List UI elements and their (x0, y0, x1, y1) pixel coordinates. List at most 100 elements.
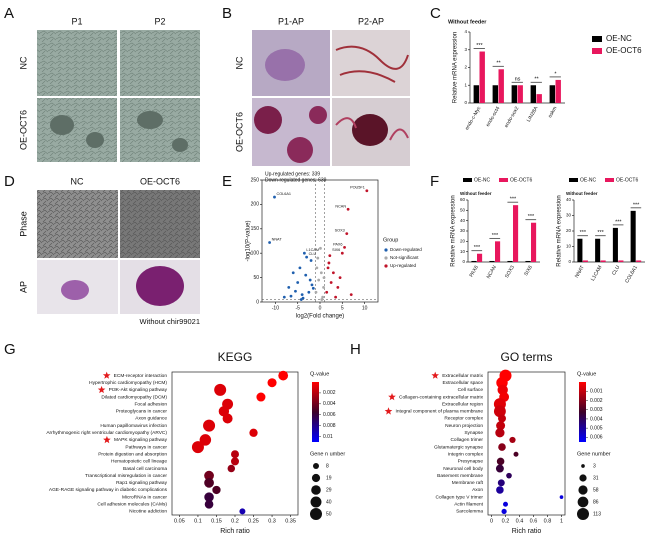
row-label: NC (18, 56, 28, 69)
x-tick-label: -5 (295, 305, 300, 311)
y-tick-label: 0 (256, 299, 259, 305)
point (319, 246, 322, 250)
color-tick-label: 0.003 (590, 407, 603, 413)
y-tick-label: AGE-RAGE signaling pathway in diabetic c… (49, 487, 168, 493)
bar (492, 85, 499, 103)
ap-stain (136, 266, 184, 306)
y-tick-label: Protein digestion and absorption (98, 451, 167, 457)
x-tick-label: 0.2 (502, 518, 510, 524)
plot-frame (487, 371, 566, 516)
highlight-star (103, 435, 111, 444)
legend-marker (384, 264, 388, 268)
column-label: P2 (154, 16, 165, 26)
legend-swatch (463, 178, 472, 182)
panel-letter: C (430, 5, 441, 22)
chart-title: KEGG (218, 350, 253, 364)
x-tick-label: SIX6 (523, 264, 534, 277)
dot (204, 477, 214, 488)
y-tick-label: Extracellular space (442, 380, 483, 386)
y-tick-label: Collagen trimer (450, 437, 483, 443)
point (315, 266, 319, 270)
y-tick-label: Axon guidance (135, 416, 167, 422)
point (322, 276, 326, 279)
dot (493, 405, 506, 418)
dot (199, 434, 212, 446)
point-label: NCAN (335, 204, 346, 208)
point (300, 293, 304, 297)
color-tick-label: 0.004 (590, 416, 603, 422)
micrograph (120, 190, 200, 258)
y-tick-label: Basement membrane (437, 473, 483, 479)
point-label: SOX3 (335, 229, 345, 233)
size-legend-title: Gene number (577, 451, 611, 457)
y-tick-label: MAPK signaling pathway (114, 437, 168, 443)
micrograph (37, 98, 117, 162)
dot (227, 464, 236, 473)
dot (212, 485, 221, 495)
y-axis-label: -log10(P-value) (246, 220, 252, 261)
panel-d-images (37, 190, 200, 314)
significance-label: ns (515, 77, 521, 83)
dot (214, 383, 227, 396)
y-tick-label: Pathways in cancer (125, 444, 167, 450)
point-label: PAX6 (333, 242, 342, 246)
chart-title: Without feeder (448, 19, 487, 25)
y-tick-label: Basal cell carcinoma (123, 466, 167, 472)
dot (231, 450, 239, 459)
point (299, 298, 303, 301)
point (340, 251, 344, 255)
size-legend-label: 29 (326, 487, 332, 493)
legend-swatch (499, 178, 508, 182)
y-tick-label: 4 (464, 29, 467, 34)
dot (498, 443, 506, 451)
dot (498, 414, 506, 423)
y-tick-label: Extracellular matrix (442, 373, 483, 379)
point (287, 285, 291, 289)
point (349, 293, 353, 297)
y-tick-label: Extracellular region (442, 401, 483, 407)
color-tick-label: 0.004 (323, 401, 336, 407)
y-tick-label: Membrane raft (452, 480, 484, 486)
significance-label: *** (615, 219, 622, 225)
size-legend-dot (578, 485, 588, 495)
point (298, 266, 302, 270)
significance-label: *** (476, 43, 483, 49)
ap-colony (352, 114, 388, 146)
x-tick-label: 0.6 (530, 518, 538, 524)
significance-label: *** (510, 197, 517, 203)
dot (222, 413, 233, 424)
dot (495, 428, 505, 438)
dot (495, 464, 504, 473)
point (327, 261, 331, 265)
dot (496, 421, 506, 431)
highlight-star (102, 371, 111, 379)
significance-label: * (554, 71, 557, 77)
bar (471, 260, 477, 262)
legend-label: Up-regulated (390, 263, 417, 268)
point (320, 298, 324, 301)
y-tick-label: Presynapse (458, 459, 484, 465)
dot (503, 501, 508, 507)
plot-frame (171, 371, 299, 516)
annotation: Down-regulated genes: 639 (265, 177, 327, 183)
bar (630, 210, 636, 262)
point (282, 295, 286, 299)
point (273, 195, 276, 199)
bar (536, 94, 542, 103)
legend-label: OE-OCT6 (606, 46, 642, 55)
bar (636, 260, 642, 262)
point (336, 285, 340, 289)
bar (511, 85, 518, 103)
point-label: CLU (309, 252, 317, 256)
bar (618, 260, 624, 262)
column-label: P2-AP (358, 16, 384, 26)
point (338, 276, 342, 279)
column-label: OE-OCT6 (140, 176, 180, 186)
dot (249, 428, 258, 437)
legend-label: OE-NC (474, 177, 491, 183)
point (317, 278, 321, 282)
y-tick-label: MicroRNAs in cancer (122, 494, 167, 500)
x-tick-label: endo-c-Myc (464, 105, 483, 131)
point-label: SIX6 (332, 248, 340, 252)
x-tick-label: 0.1 (194, 518, 202, 524)
